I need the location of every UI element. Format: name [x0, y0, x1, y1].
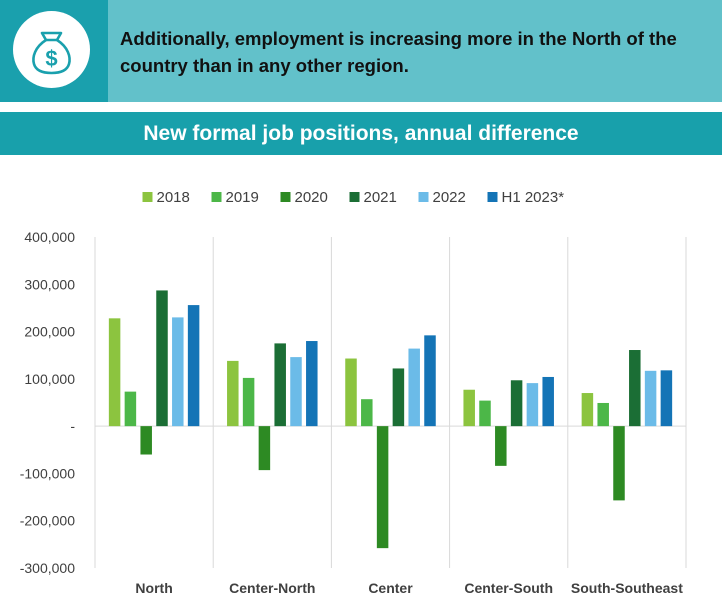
bar: [629, 350, 641, 427]
bar: [408, 348, 420, 427]
y-tick-label: -100,000: [20, 465, 75, 481]
bar: [644, 370, 657, 427]
category-label: Center-North: [229, 580, 315, 596]
y-tick-label: -200,000: [20, 513, 75, 529]
category-label: South-Southeast: [571, 580, 683, 596]
y-tick-label: -300,000: [20, 560, 75, 576]
bar: [227, 360, 239, 427]
bar: [306, 341, 318, 427]
category-label: North: [135, 580, 172, 596]
legend-swatch: [349, 192, 360, 202]
bar: [479, 400, 491, 427]
legend-label: 2019: [226, 189, 259, 206]
chart-title: New formal job positions, annual differe…: [0, 112, 722, 155]
bar: [581, 393, 594, 427]
category-label: Center: [368, 580, 413, 596]
bar: [274, 343, 286, 427]
bar: [258, 426, 271, 471]
bar: [392, 368, 405, 427]
money-bag-dollar-icon: $: [13, 11, 90, 88]
bar: [660, 370, 673, 427]
legend-label: 2020: [295, 189, 328, 206]
legend-swatch: [280, 192, 291, 202]
legend-swatch: [418, 192, 429, 202]
bar: [613, 426, 625, 501]
bar: [376, 426, 389, 549]
bar: [526, 383, 539, 427]
legend-label: 2022: [433, 189, 466, 206]
y-tick-label: 100,000: [24, 371, 75, 387]
bar: [361, 399, 373, 427]
bar: [542, 376, 554, 427]
banner-text-panel: Additionally, employment is increasing m…: [108, 0, 722, 102]
bar: [597, 402, 609, 427]
bar: [495, 426, 507, 466]
legend-label: 2018: [157, 189, 190, 206]
bar-chart: 400,000 300,000 200,000 100,000 - -100,000 -20…: [20, 189, 687, 596]
y-tick-label: 300,000: [24, 276, 75, 292]
bar: [187, 305, 200, 427]
bar: [172, 317, 184, 427]
bar: [108, 318, 121, 427]
bar: [156, 290, 168, 427]
bar: [463, 389, 475, 427]
bar: [124, 391, 137, 427]
legend-swatch: [211, 192, 222, 202]
bar: [345, 358, 357, 427]
bar: [242, 377, 255, 427]
bar: [290, 357, 302, 427]
category-label: Center-South: [464, 580, 553, 596]
y-tick-label: -: [70, 418, 75, 434]
bar: [510, 380, 523, 427]
bar: [140, 426, 152, 455]
y-tick-label: 200,000: [24, 324, 75, 340]
bar: [424, 335, 436, 427]
y-tick-label: 400,000: [24, 229, 75, 245]
legend-swatch: [487, 192, 498, 202]
banner-text: Additionally, employment is increasing m…: [120, 28, 677, 76]
legend-swatch: [142, 192, 153, 202]
banner-icon-panel: $: [0, 0, 108, 102]
legend-label: 2021: [364, 189, 397, 206]
legend-label: H1 2023*: [502, 189, 565, 206]
svg-text:$: $: [45, 46, 57, 71]
